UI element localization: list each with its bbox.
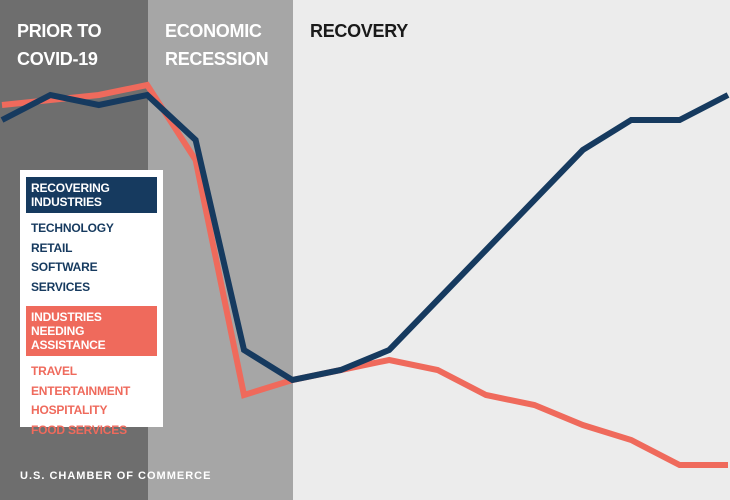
legend-item: RETAIL bbox=[31, 240, 73, 255]
legend-item: ENTERTAINMENT bbox=[31, 383, 131, 398]
series-line bbox=[1, 81, 728, 468]
legend-group: RECOVERING INDUSTRIES TECHNOLOGY RETAIL SO… bbox=[26, 177, 157, 297]
footer: U.S. CHAMBER OF COMMERCE bbox=[20, 470, 211, 482]
region-label: RECOVERY bbox=[310, 21, 408, 41]
legend-item: TECHNOLOGY bbox=[31, 221, 114, 235]
legend-item: FOOD SERVICES bbox=[31, 422, 127, 437]
region-label: COVID-19 bbox=[17, 49, 98, 69]
region-label: RECESSION bbox=[165, 49, 268, 69]
region-label: PRIOR TO bbox=[17, 21, 102, 41]
legend-heading: RECOVERING INDUSTRIES bbox=[26, 177, 157, 213]
legend: RECOVERING INDUSTRIES TECHNOLOGY RETAIL SO… bbox=[20, 170, 163, 437]
region-label: ECONOMIC bbox=[165, 21, 262, 41]
series-line bbox=[0, 91, 730, 384]
legend-heading: INDUSTRIES NEEDING ASSISTANCE bbox=[26, 306, 157, 356]
legend-group: INDUSTRIES NEEDING ASSISTANCE TRAVEL ENTE… bbox=[26, 306, 157, 440]
legend-item: HOSPITALITY bbox=[31, 403, 108, 417]
region bbox=[293, 0, 730, 500]
legend-item: TRAVEL bbox=[31, 364, 77, 378]
legend-item: SOFTWARE SERVICES bbox=[31, 260, 98, 294]
